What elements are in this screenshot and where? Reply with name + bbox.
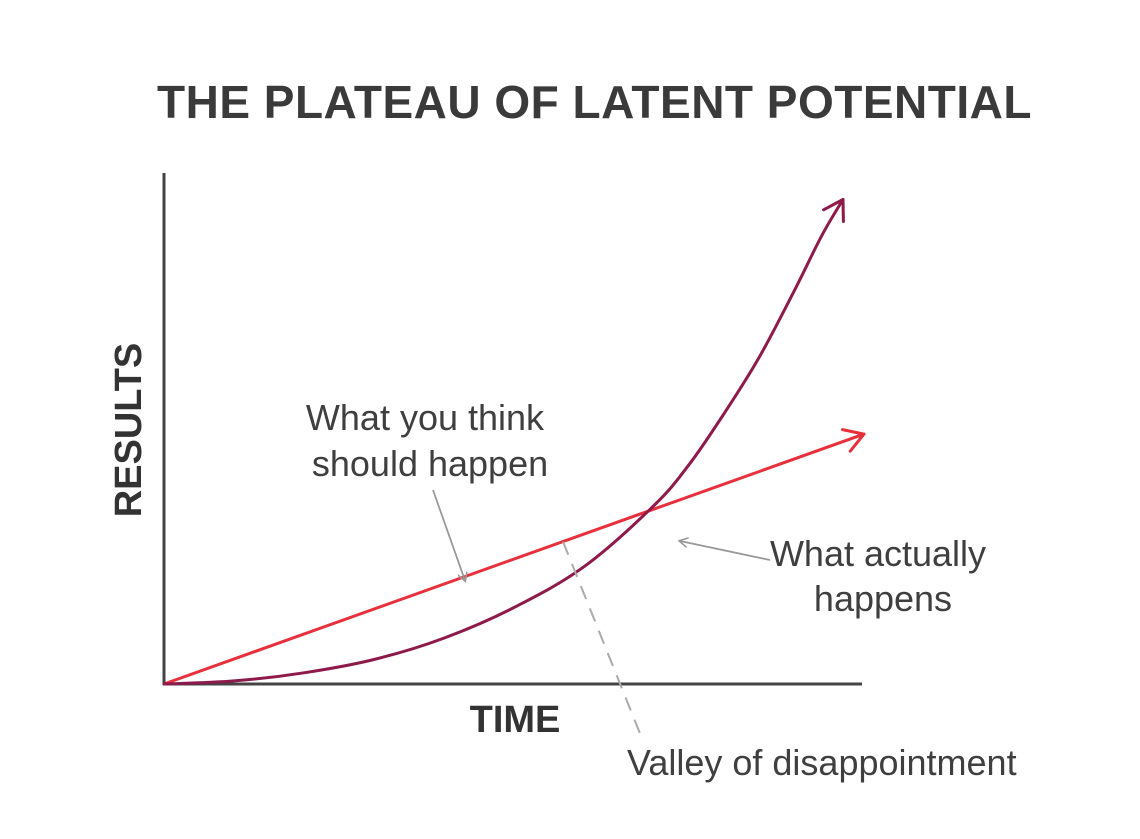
annotation-actual: What actually happens [770,533,996,619]
annotation-valley: Valley of disappointment [627,742,1017,783]
annotation-expected-line-2: should happen [312,443,548,484]
series-actual-line [162,198,845,686]
y-axis-label: RESULTS [108,343,150,518]
series-actual-arrowhead [822,198,845,223]
annotation-expected: What you think should happen [306,397,554,484]
series-expected-arrowhead [841,428,866,453]
series-expected-line [162,432,866,686]
valley-dashed-line [562,541,642,737]
chart-title: THE PLATEAU OF LATENT POTENTIAL [157,76,1032,128]
pointer-layer [432,489,771,737]
series-layer [162,198,866,686]
pointer-actual [680,541,771,561]
annotation-expected-line-1: What you think [306,397,545,438]
x-axis-label: TIME [470,699,561,741]
annotation-actual-line-1: What actually [770,533,986,574]
pointer-expected [432,489,465,581]
annotation-actual-line-2: happens [814,578,952,619]
